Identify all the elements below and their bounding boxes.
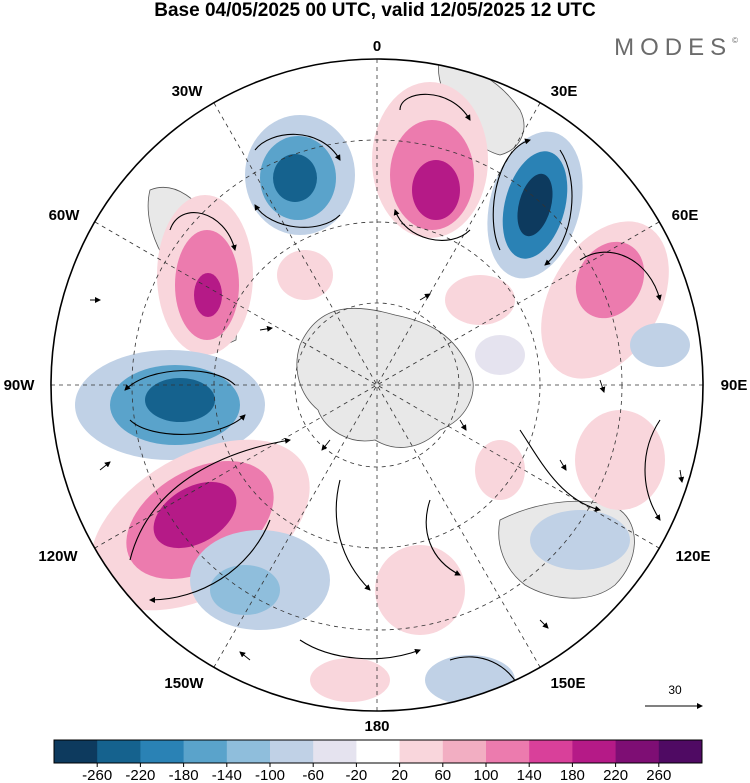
lon-label-120w: 120W <box>38 548 78 565</box>
lon-label-30w: 30W <box>172 83 204 100</box>
vector-scale: 30 <box>645 683 703 709</box>
low-140w-core <box>210 565 280 615</box>
low-80e <box>630 323 690 367</box>
brand-text: MODES <box>614 34 733 61</box>
high-60e-core <box>575 241 645 319</box>
lon-label-150e: 150E <box>550 675 585 692</box>
lon-label-0: 0 <box>373 38 381 55</box>
anomaly-field <box>51 59 703 711</box>
high-50w-inner <box>194 273 222 317</box>
lon-label-30e: 30E <box>551 83 578 100</box>
low-30w-inner <box>273 154 317 202</box>
high-165e <box>475 440 525 500</box>
lon-label-90e: 90E <box>721 377 748 394</box>
high-20w-small <box>277 250 333 300</box>
high-100e <box>575 410 665 510</box>
graticule <box>51 59 703 711</box>
low-90w-inner <box>145 378 215 422</box>
lon-label-180: 180 <box>364 718 389 735</box>
map-border <box>50 58 704 712</box>
high-120w-inner <box>153 481 237 549</box>
lon-label-150w: 150W <box>164 675 204 692</box>
lon-label-90w: 90W <box>4 377 36 394</box>
copyright-mark: © <box>732 36 738 45</box>
low-40e-inner <box>517 173 553 237</box>
antarctica <box>296 307 474 448</box>
low-75e-small <box>475 335 525 375</box>
lon-label-120e: 120E <box>675 548 710 565</box>
vector-scale-label: 30 <box>668 683 682 697</box>
high-165w <box>310 658 390 702</box>
modes-logo: MODES© <box>614 34 738 62</box>
map-title: Base 04/05/2025 00 UTC, valid 12/05/2025… <box>154 0 596 21</box>
high-45e-inner <box>445 275 515 325</box>
lon-label-60e: 60E <box>672 207 699 224</box>
low-120e <box>530 510 630 570</box>
longitude-labels: 0 30E 60E 90E 120E 150E 180 150W 120W 90… <box>4 38 748 735</box>
lon-label-60w: 60W <box>49 207 81 224</box>
high-170e <box>375 545 465 635</box>
high-15e-inner <box>412 160 460 220</box>
